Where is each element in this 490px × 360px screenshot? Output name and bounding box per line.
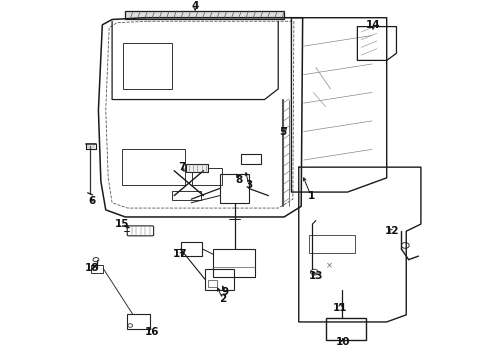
Text: 7: 7 xyxy=(178,162,185,172)
FancyBboxPatch shape xyxy=(186,163,208,172)
Text: 14: 14 xyxy=(366,20,380,30)
Text: 18: 18 xyxy=(85,262,100,273)
Text: 15: 15 xyxy=(115,219,129,229)
Text: 6: 6 xyxy=(88,196,95,206)
Text: 4: 4 xyxy=(192,1,199,11)
Text: 2: 2 xyxy=(220,294,227,304)
Text: 13: 13 xyxy=(309,271,323,281)
Text: 17: 17 xyxy=(173,249,188,259)
Text: 5: 5 xyxy=(279,127,287,136)
Text: 16: 16 xyxy=(145,327,159,337)
Text: 11: 11 xyxy=(333,303,347,313)
Text: 8: 8 xyxy=(236,175,243,185)
Text: 3: 3 xyxy=(245,180,252,190)
Text: 9: 9 xyxy=(222,287,229,297)
Text: 1: 1 xyxy=(307,191,315,201)
Text: ×: × xyxy=(325,262,333,271)
FancyBboxPatch shape xyxy=(125,11,284,19)
Text: 10: 10 xyxy=(336,337,350,347)
Text: 12: 12 xyxy=(384,226,399,236)
